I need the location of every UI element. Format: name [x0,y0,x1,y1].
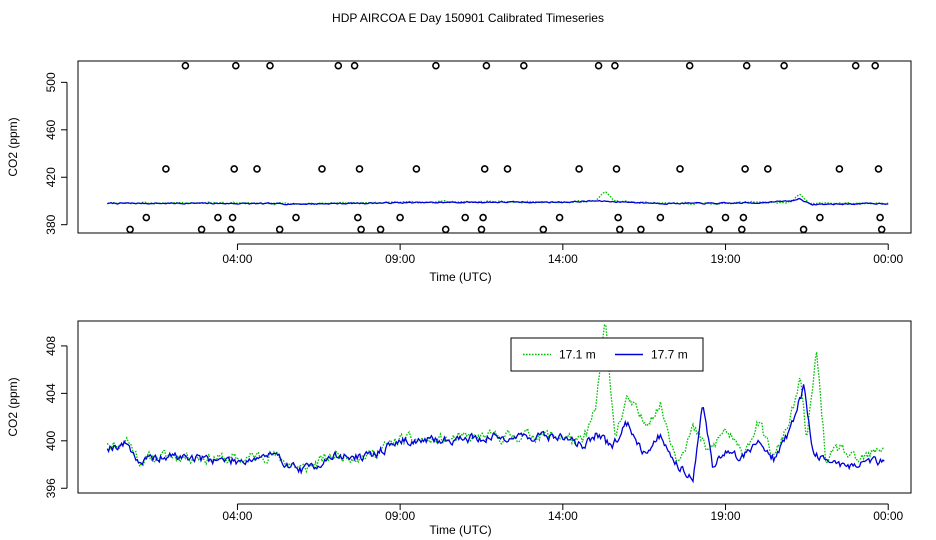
y-tick-label: 420 [44,167,58,187]
legend-label: 17.7 m [651,348,688,362]
reference-point [350,61,359,70]
y-tick-label: 400 [44,430,58,450]
reference-point [816,213,824,222]
reference-point [871,61,880,70]
reference-point [228,213,237,222]
reference-point [353,213,362,222]
x-axis-label: Time (UTC) [429,523,491,537]
x-tick-label: 09:00 [385,252,415,266]
x-tick-label: 14:00 [548,252,578,266]
lower-panel: 04:00 09:00 14:00 19:00 00:00 Time (UTC) 396 40… [6,320,912,537]
y-tick-label: 380 [44,214,58,234]
reference-point [874,165,883,173]
legend-box [510,337,704,372]
reference-point [611,61,619,70]
reference-point [799,225,808,234]
reference-point [612,165,621,173]
reference-point [232,61,240,70]
reference-point [355,165,364,173]
reference-point [539,225,548,234]
reference-point [637,225,645,234]
series-group [106,324,885,484]
y-tick-label: 396 [44,478,58,498]
reference-point [477,225,486,234]
reference-point [357,225,365,234]
reference-point [741,165,749,173]
x-tick-label: 09:00 [385,509,415,523]
reference-point [615,225,624,234]
reference-point [739,213,748,222]
reference-point [432,61,440,70]
reference-point [503,165,512,173]
y-tick-label: 408 [44,336,58,356]
reference-point [162,165,170,173]
reference-point [253,165,261,173]
reference-point [877,225,886,234]
series-line-17-7-m [107,197,889,206]
upper-panel: 04:00 09:00 14:00 19:00 00:00 Time (UTC) 380 42… [6,60,912,284]
reference-point [266,61,274,70]
legend-label: 17.1 m [559,348,596,362]
y-tick-label: 460 [44,119,58,139]
reference-point [318,165,326,173]
reference-point [742,61,751,70]
reference-point [441,225,450,234]
reference-point [676,165,684,173]
reference-point [685,61,694,70]
y-axis-label: CO2 (ppm) [6,117,20,176]
reference-point [780,61,788,70]
reference-point [142,213,151,222]
reference-point [479,213,487,222]
x-tick-label: 14:00 [548,509,578,523]
reference-point [126,225,134,234]
x-tick-label: 04:00 [222,509,252,523]
y-tick-label: 404 [44,383,58,403]
x-axis-label: Time (UTC) [429,270,491,284]
reference-point [614,213,622,222]
y-axis-label: CO2 (ppm) [6,377,20,436]
reference-point [851,61,860,70]
reference-point [214,213,222,222]
reference-point [721,213,730,222]
reference-point [835,165,844,173]
x-tick-label: 00:00 [873,509,903,523]
reference-point [482,61,491,70]
x-tick-label: 19:00 [711,509,741,523]
reference-point [555,213,564,222]
reference-point [230,165,238,173]
page-title: HDP AIRCOA E Day 150901 Calibrated Times… [332,11,604,25]
reference-points [126,61,886,234]
series-group [107,191,889,206]
series-line-17-1-m [106,324,885,474]
reference-point [412,165,421,173]
series-line-17-7-m [106,384,885,484]
plot-frame [77,60,912,234]
legend: 17.1 m 17.7 m [510,337,704,372]
x-tick-label: 00:00 [873,252,903,266]
reference-point [763,165,772,173]
reference-point [594,61,603,70]
x-tick-label: 04:00 [222,252,252,266]
reference-point [275,225,284,234]
y-tick-label: 500 [44,72,58,92]
reference-point [480,165,489,173]
plot-frame [77,320,912,494]
series-line-17-1-m [107,191,889,206]
reference-point [575,165,583,173]
reference-point [519,61,528,70]
reference-point [181,61,190,70]
x-tick-label: 19:00 [711,252,741,266]
reference-point [334,61,343,70]
reference-point [376,225,385,234]
reference-point [737,225,746,234]
reference-point [705,225,714,234]
reference-point [396,213,404,222]
reference-point [461,213,470,222]
reference-point [227,225,235,234]
reference-point [197,225,206,234]
reference-point [656,213,665,222]
reference-point [876,213,884,222]
reference-point [292,213,300,222]
